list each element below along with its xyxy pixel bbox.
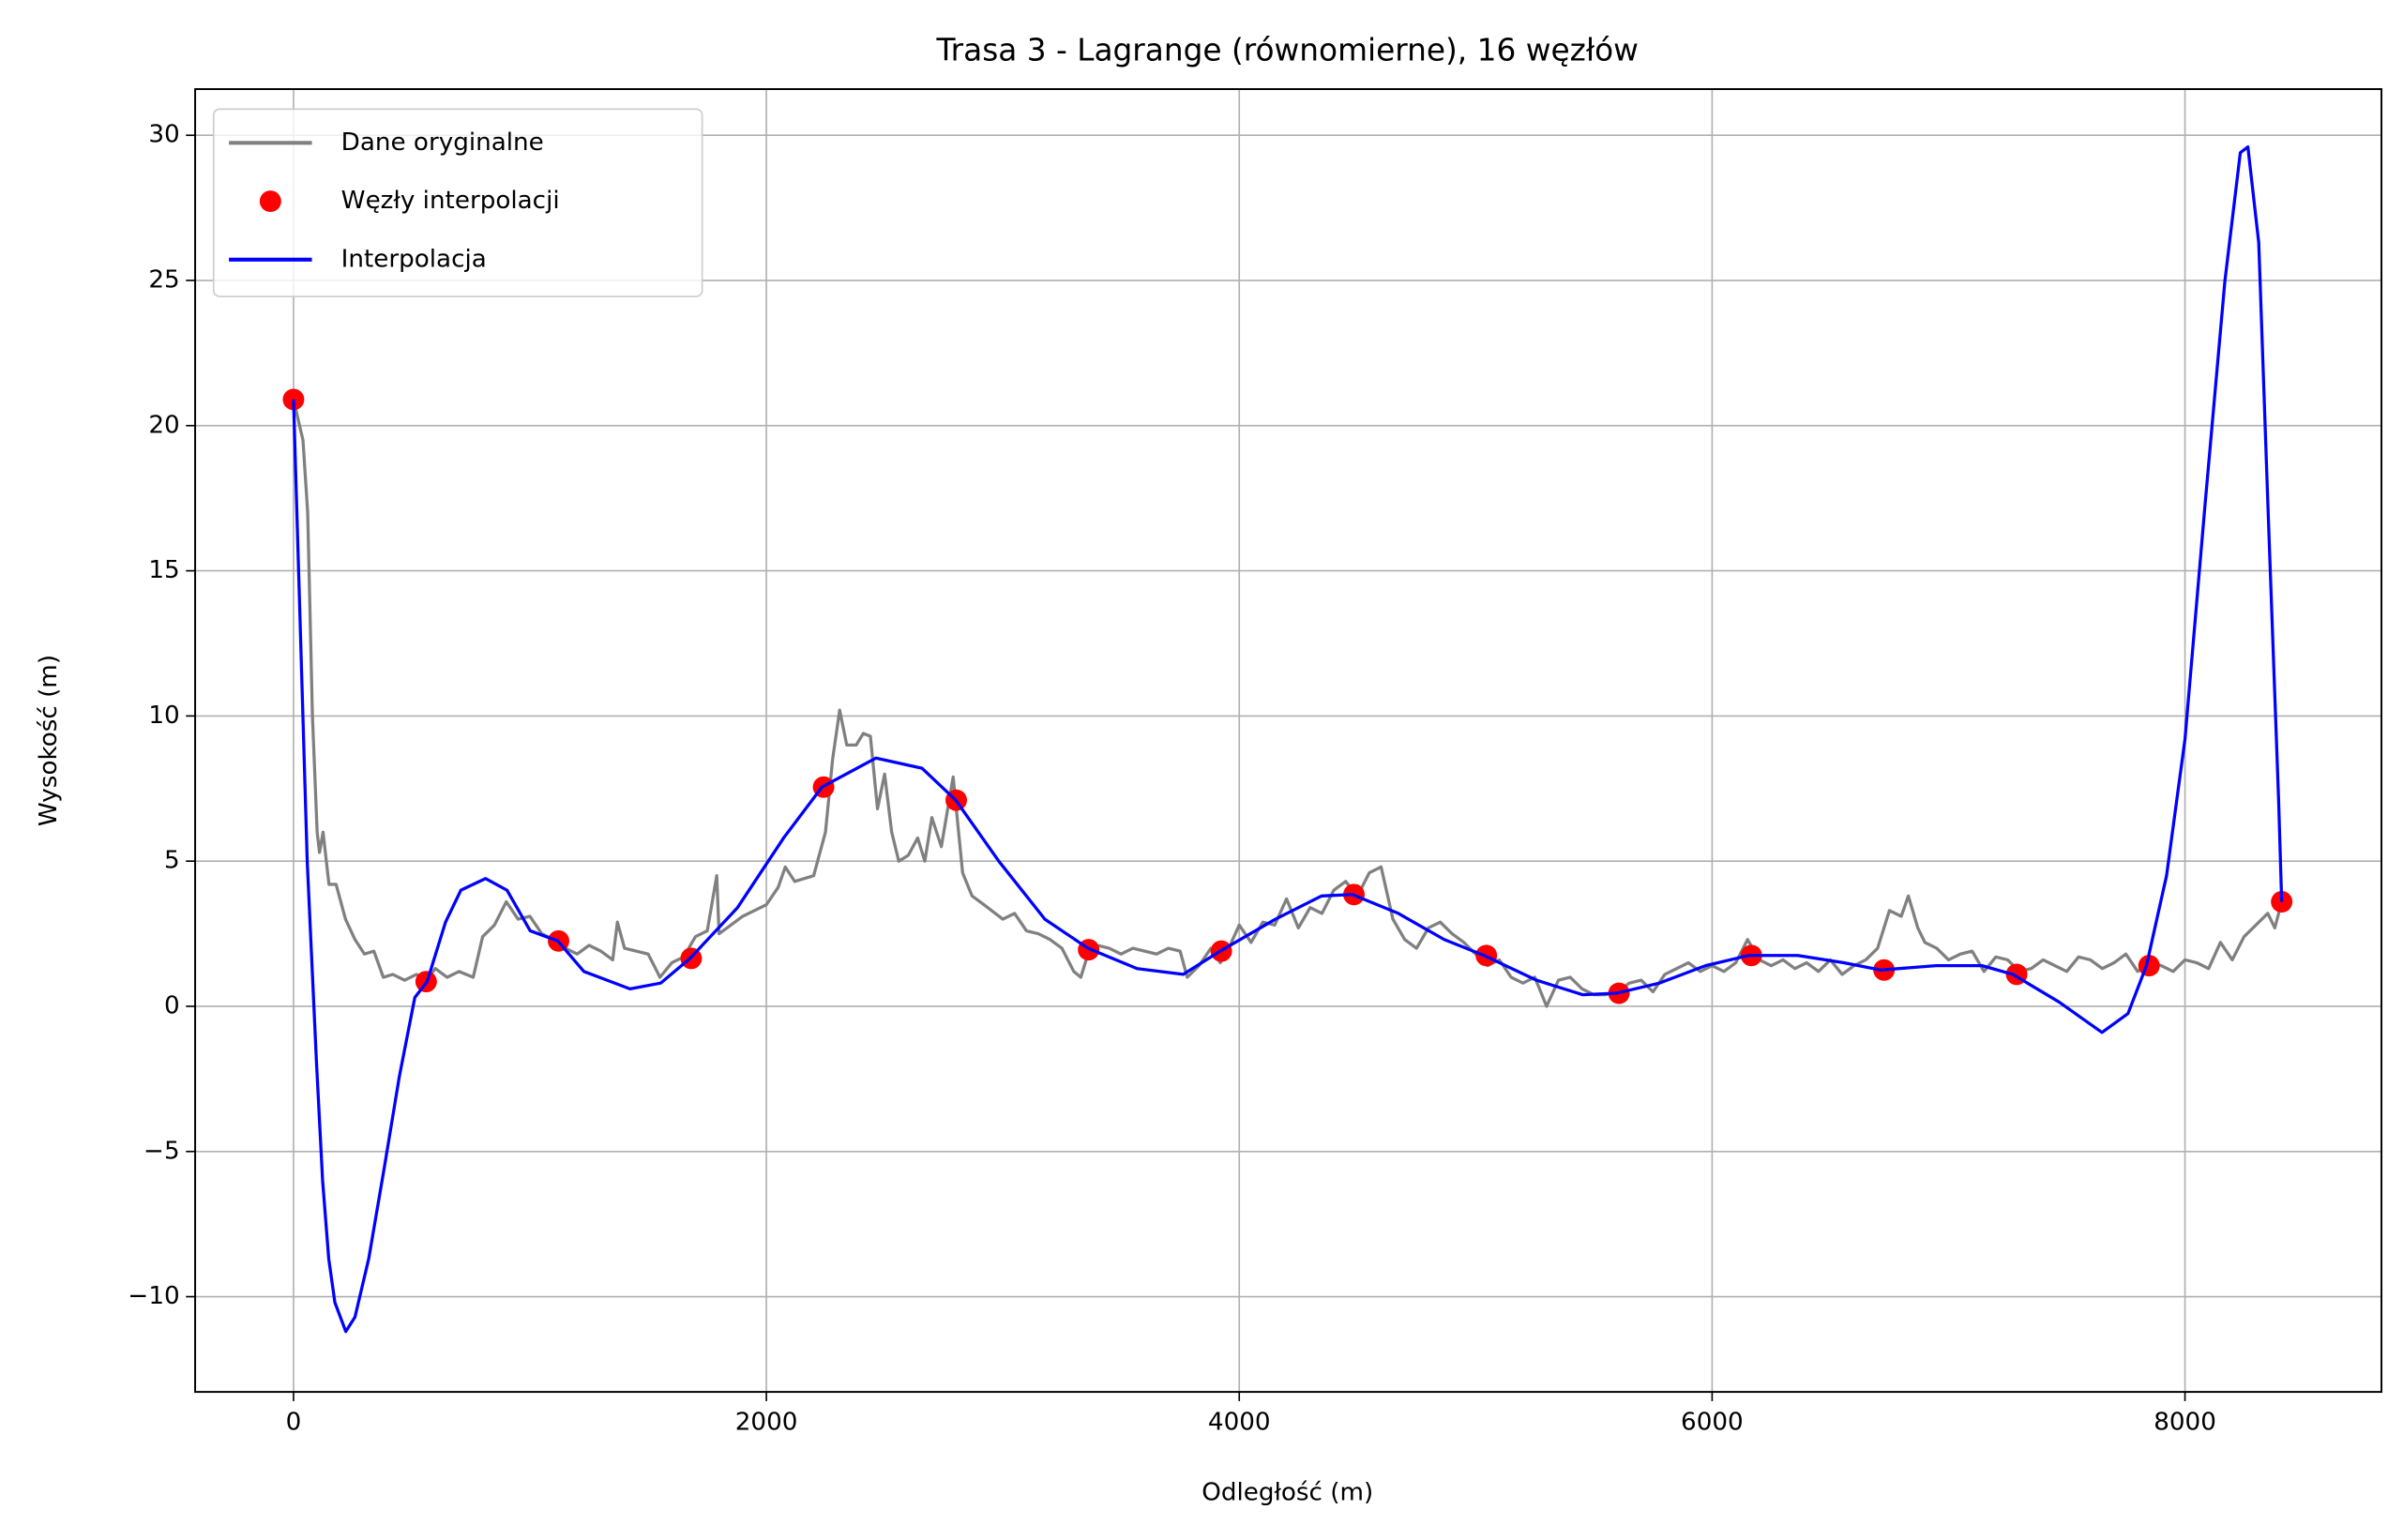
x-axis-label: Odległość (m) — [1202, 1479, 1373, 1507]
series-line — [292, 144, 2284, 1334]
y-axis-label: Wysokość (m) — [35, 655, 63, 826]
x-tick-label: 6000 — [1681, 1408, 1744, 1436]
node-marker — [2271, 891, 2293, 913]
y-tick-label: −10 — [128, 1282, 179, 1310]
legend-label: Interpolacja — [341, 245, 487, 273]
x-tick-label: 2000 — [735, 1408, 798, 1436]
y-tick-label: 0 — [164, 991, 180, 1019]
x-tick-label: 8000 — [2154, 1408, 2216, 1436]
plot-frame — [194, 88, 2383, 1394]
x-tick-label: 0 — [286, 1408, 302, 1436]
legend-label: Węzły interpolacji — [341, 187, 560, 215]
y-tick-label: 5 — [164, 847, 180, 875]
legend-label: Dane oryginalne — [341, 128, 544, 157]
y-tick-label: 30 — [148, 121, 179, 149]
chart-title: Trasa 3 - Lagrange (równomierne), 16 węz… — [935, 33, 1638, 68]
y-tick-label: 15 — [148, 556, 179, 584]
y-tick-label: 10 — [148, 702, 179, 730]
legend-box — [212, 108, 703, 297]
series-line — [292, 399, 2284, 1008]
y-tick-label: 20 — [148, 411, 179, 439]
legend-swatch — [259, 190, 281, 213]
x-tick-label: 4000 — [1208, 1408, 1271, 1436]
plot-area — [282, 144, 2293, 1334]
y-tick-label: −5 — [144, 1137, 180, 1165]
y-tick-label: 25 — [148, 266, 179, 294]
